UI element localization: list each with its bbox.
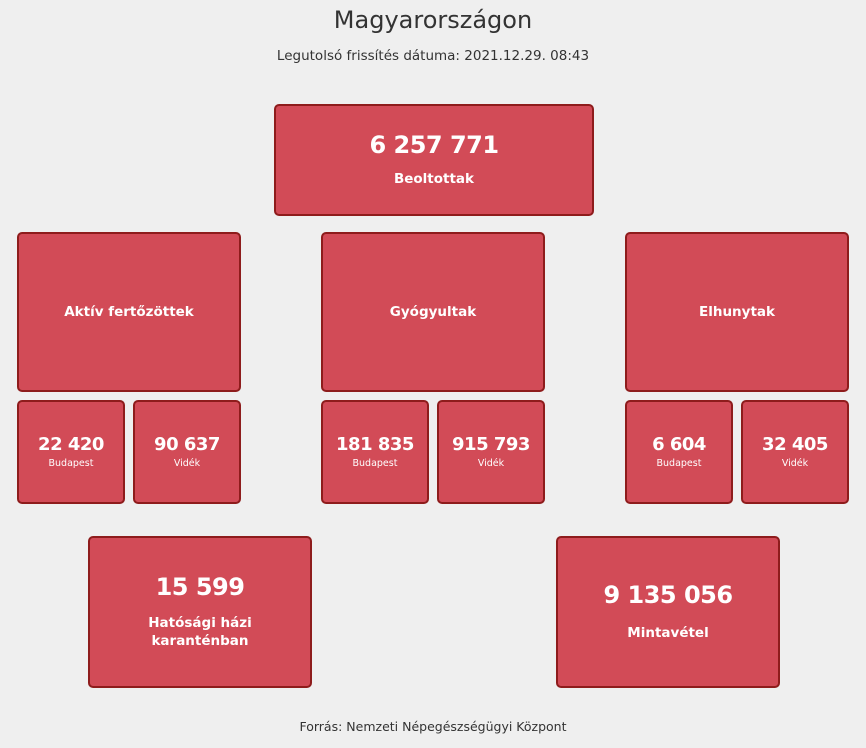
vaccinated-label: Beoltottak [393, 171, 475, 188]
quarantine-label-line1: Hatósági házi [148, 614, 252, 631]
source-note: Forrás: Nemzeti Népegészségügyi Központ [299, 719, 567, 734]
recovered-countryside-label: Vidék [477, 457, 505, 469]
samples-label: Mintavétel [627, 625, 709, 642]
active-countryside-label: Vidék [173, 457, 201, 469]
active-budapest-value: 22 420 [38, 434, 104, 456]
deceased-countryside-value: 32 405 [762, 434, 828, 456]
deceased-countryside-card: 32 405 Vidék [741, 400, 849, 504]
recovered-budapest-label: Budapest [352, 457, 398, 469]
recovered-countryside-card: 915 793 Vidék [437, 400, 545, 504]
deceased-label: Elhunytak [698, 303, 776, 320]
quarantine-value: 15 599 [155, 572, 245, 601]
deceased-card: Elhunytak [625, 232, 849, 392]
quarantine-label-line2: karanténban [151, 633, 249, 650]
deceased-budapest-label: Budapest [656, 457, 702, 469]
active-infected-label: Aktív fertőzöttek [64, 303, 194, 320]
recovered-label: Gyógyultak [389, 303, 477, 320]
deceased-budapest-card: 6 604 Budapest [625, 400, 733, 504]
active-countryside-card: 90 637 Vidék [133, 400, 241, 504]
recovered-card: Gyógyultak [321, 232, 545, 392]
quarantine-card: 15 599 Hatósági házi karanténban [88, 536, 312, 688]
deceased-budapest-value: 6 604 [652, 434, 706, 456]
samples-value: 9 135 056 [603, 580, 733, 609]
page-title: Magyarországon [333, 6, 533, 34]
vaccinated-value: 6 257 771 [369, 130, 499, 159]
last-updated: Legutolsó frissítés dátuma: 2021.12.29. … [276, 48, 590, 64]
recovered-budapest-card: 181 835 Budapest [321, 400, 429, 504]
quarantine-label: Hatósági házi karanténban [148, 614, 251, 650]
deceased-countryside-label: Vidék [781, 457, 809, 469]
vaccinated-card: 6 257 771 Beoltottak [274, 104, 594, 216]
active-infected-card: Aktív fertőzöttek [17, 232, 241, 392]
samples-card: 9 135 056 Mintavétel [556, 536, 780, 688]
active-budapest-card: 22 420 Budapest [17, 400, 125, 504]
active-countryside-value: 90 637 [154, 434, 220, 456]
active-budapest-label: Budapest [48, 457, 94, 469]
recovered-budapest-value: 181 835 [336, 434, 414, 456]
recovered-countryside-value: 915 793 [452, 434, 530, 456]
